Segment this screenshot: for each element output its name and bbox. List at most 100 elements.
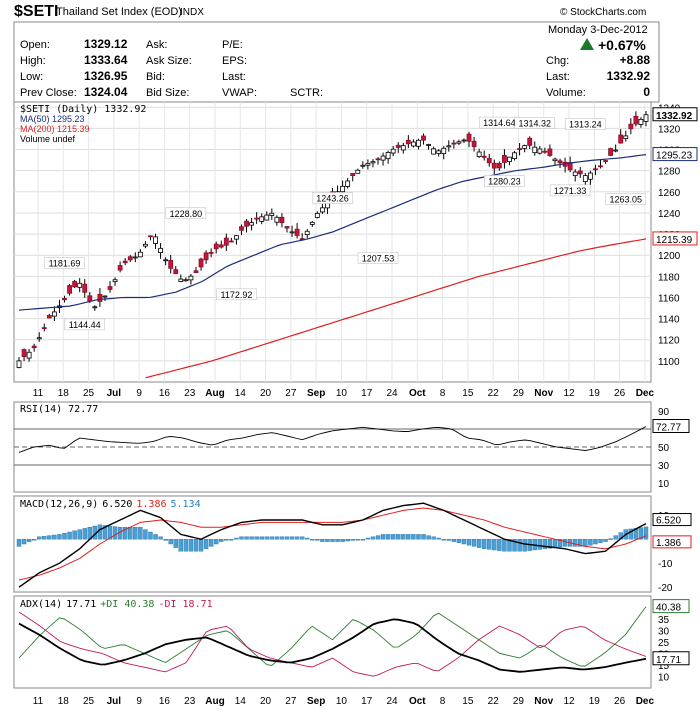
x-tick-label: 24	[386, 696, 398, 707]
candle	[304, 230, 310, 235]
macd-hist-bar	[57, 534, 62, 540]
candle	[507, 156, 512, 163]
price-annotation: 1172.92	[220, 290, 252, 300]
adx-tick-label: 35	[658, 615, 670, 626]
macd-hist-bar	[128, 527, 133, 540]
candle	[360, 164, 366, 167]
macd-hist-bar	[107, 525, 113, 540]
price-frame	[13, 101, 652, 383]
candle	[517, 148, 522, 151]
x-tick-label: 25	[83, 696, 95, 707]
right-value: +8.88	[620, 53, 651, 67]
macd-hist-bar	[557, 539, 563, 548]
x-tick-label: 20	[260, 696, 272, 707]
x-tick-label: 23	[184, 388, 196, 399]
x-tick-label: 29	[513, 696, 525, 707]
candle	[633, 115, 639, 125]
candle	[431, 148, 437, 155]
macd-hist-bar	[340, 539, 345, 542]
field-label: High:	[20, 55, 46, 67]
candle	[370, 161, 376, 164]
price-tag-box	[652, 231, 698, 246]
rsi-tag-box	[652, 419, 690, 434]
candle	[234, 235, 239, 240]
candle	[87, 295, 93, 302]
candle	[385, 152, 391, 160]
macd-hist-bar	[421, 534, 426, 540]
macd-legend-macd: 6.520	[102, 499, 132, 510]
candle	[137, 251, 143, 258]
quote-label: Bid Size:	[146, 87, 189, 99]
macd-hist-bar	[138, 527, 143, 540]
y-tick-label: 1260	[658, 188, 681, 199]
macd-hist-bar	[320, 539, 325, 542]
macd-hist-bar	[284, 536, 290, 540]
price-annotation: 1228.80	[170, 209, 203, 219]
candle	[355, 169, 361, 174]
candle	[542, 150, 548, 153]
price-annotation: 1263.05	[610, 195, 643, 205]
sctr-label: SCTR:	[290, 87, 323, 99]
macd-hist-bar	[21, 539, 27, 545]
candle	[183, 279, 189, 282]
candle	[244, 220, 249, 227]
quote-label: Last:	[222, 71, 246, 83]
legend-volume: Volume undef	[20, 134, 76, 144]
x-tick-label: 22	[488, 388, 500, 399]
macd-hist-bar	[487, 539, 492, 550]
macd-hist-bar	[52, 534, 57, 540]
adx-tag-box	[652, 651, 690, 666]
candle	[522, 145, 528, 149]
up-arrow-icon	[580, 38, 594, 50]
candle	[97, 293, 103, 302]
macd-hist-bar	[476, 539, 482, 548]
adx-panel: 10152025303540ADX(14)17.71+DI 40.38-DI 1…	[13, 595, 690, 707]
candle	[319, 207, 325, 213]
candle	[365, 163, 371, 166]
x-tick-label: 27	[285, 388, 297, 399]
macd-hist-bar	[112, 526, 118, 540]
macd-hist-bar	[375, 535, 381, 540]
x-tick-label: 17	[361, 388, 373, 399]
x-tick-label: 24	[386, 388, 398, 399]
candle	[481, 155, 487, 158]
macd-hist-bar	[315, 539, 320, 541]
x-tick-label: 12	[563, 388, 575, 399]
macd-signal-line	[18, 507, 647, 581]
macd-hist-bar	[380, 534, 386, 540]
candle	[400, 145, 406, 151]
x-tick-label: 16	[159, 696, 171, 707]
macd-hist-bar	[451, 539, 457, 542]
macd-hist-bar	[31, 539, 37, 541]
candle	[62, 297, 67, 301]
candle	[603, 160, 608, 162]
candle	[173, 269, 179, 275]
macd-legend-signal: 1.386	[136, 499, 166, 510]
candle	[259, 216, 265, 222]
macd-hist-bar	[244, 536, 249, 540]
x-tick-label: 8	[440, 696, 446, 707]
adx-tick-label: 10	[658, 673, 670, 684]
macd-hist-bar	[198, 539, 204, 552]
macd-hist-bar	[426, 535, 431, 540]
field-label: Open:	[20, 39, 50, 51]
candle	[461, 139, 467, 142]
candle	[223, 237, 229, 246]
macd-hist-bar	[628, 528, 634, 540]
macd-hist-bar	[234, 537, 239, 540]
x-tick-label: 18	[58, 696, 70, 707]
adx-tick-label: 25	[658, 638, 670, 649]
pdi-line	[18, 606, 647, 667]
price-annotation: 1314.32	[518, 118, 551, 128]
macd-hist-bar	[537, 539, 543, 550]
annotation-box	[605, 193, 647, 205]
candle	[350, 173, 356, 177]
price-panel: 1100112011401160118012001220124012601280…	[13, 101, 698, 399]
candle	[21, 349, 27, 357]
macd-tag: 6.520	[656, 516, 681, 527]
candle	[51, 311, 57, 317]
macd-hist-bar	[67, 531, 72, 540]
macd-hist-bar	[370, 536, 376, 540]
candle	[284, 226, 290, 229]
